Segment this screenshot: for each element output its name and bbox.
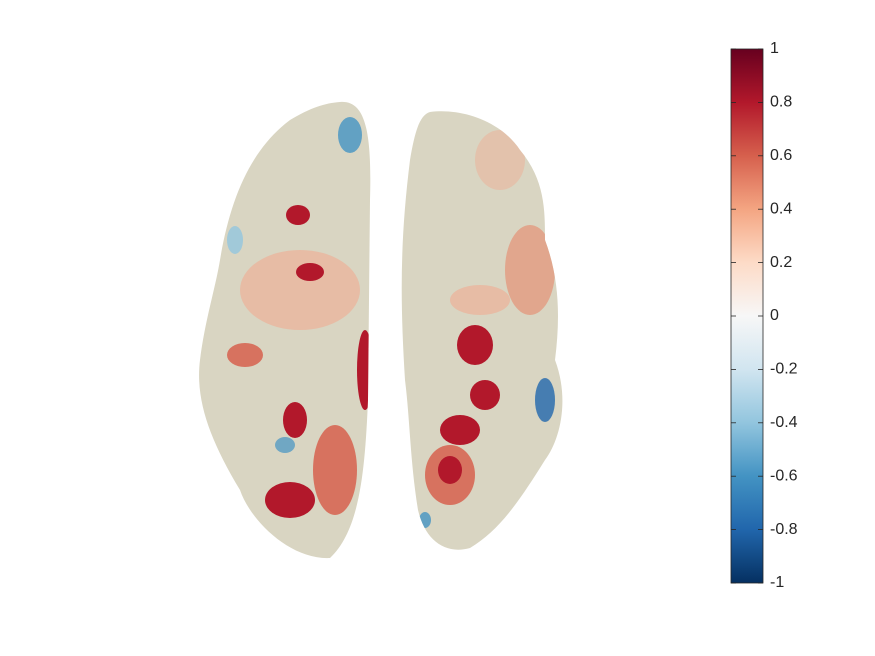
tick-label: -0.4 bbox=[770, 414, 798, 431]
tick-label: 0.2 bbox=[770, 254, 792, 271]
tick-label: -0.8 bbox=[770, 521, 798, 538]
right-hemisphere bbox=[401, 111, 563, 550]
left-hemisphere bbox=[199, 101, 371, 559]
tick-label: 0.6 bbox=[770, 147, 792, 164]
tick-label: -0.6 bbox=[770, 467, 798, 484]
tick-label: 0.8 bbox=[770, 94, 792, 111]
tick-label: 1 bbox=[770, 40, 779, 57]
tick-label: -0.2 bbox=[770, 361, 798, 378]
tick-label: 0.4 bbox=[770, 200, 792, 217]
tick-label: 0 bbox=[770, 307, 779, 324]
tick-label: -1 bbox=[770, 574, 784, 591]
